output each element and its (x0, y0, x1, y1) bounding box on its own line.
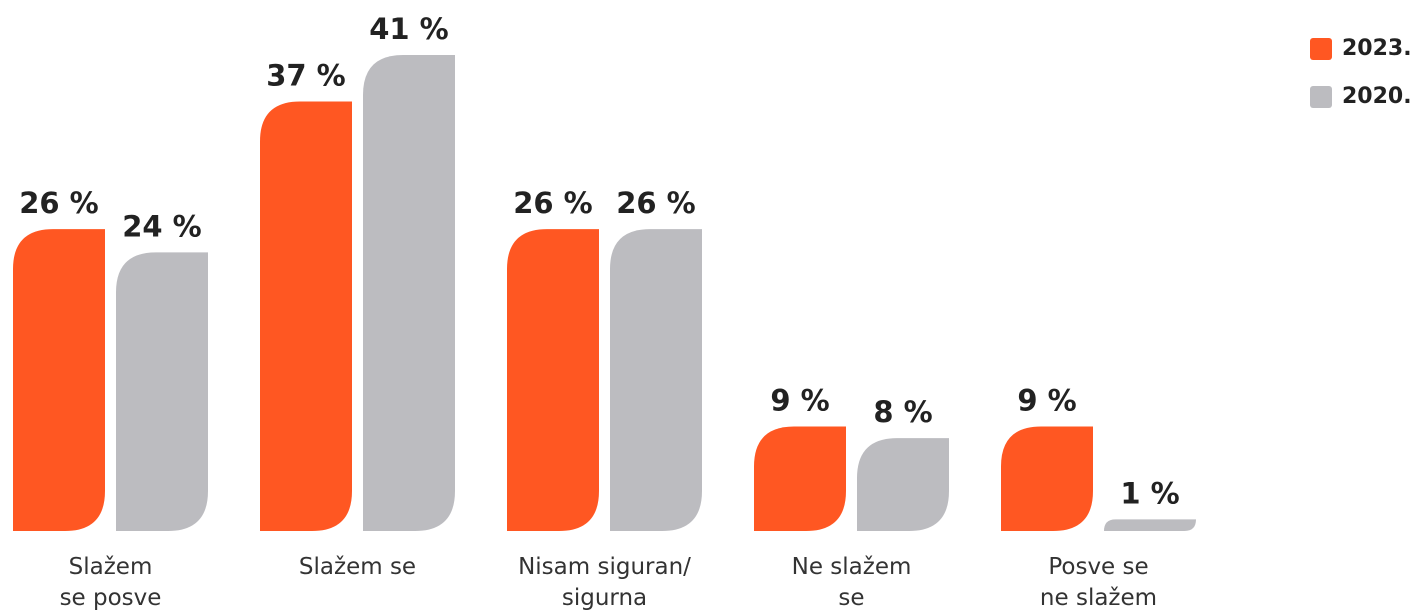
category-label: Slažem se (298, 554, 417, 580)
legend-swatch (1310, 38, 1332, 60)
value-label: 26 % (19, 186, 99, 220)
value-label: 41 % (369, 12, 449, 46)
category-label: Ne slažem se (791, 554, 912, 611)
category-label: Slažem se posve (59, 554, 162, 611)
value-label: 26 % (616, 186, 696, 220)
bar (116, 252, 208, 532)
legend-label: 2020. (1342, 84, 1412, 109)
value-label: 9 % (1017, 384, 1076, 418)
value-label: 24 % (122, 209, 202, 243)
value-label: 37 % (266, 58, 346, 92)
bar (857, 438, 949, 531)
category-label: Nisam siguran/ sigurna (518, 554, 691, 611)
legend-swatch (1310, 86, 1332, 108)
bar (260, 101, 352, 531)
value-label: 8 % (873, 395, 932, 429)
value-label: 26 % (513, 186, 593, 220)
bar (507, 229, 599, 531)
bar (754, 426, 846, 531)
bar (1104, 519, 1196, 531)
bar (13, 229, 105, 531)
bar (363, 55, 455, 531)
bar (1001, 426, 1093, 531)
category-label: Posve se ne slažem (1039, 554, 1158, 611)
value-label: 1 % (1120, 476, 1179, 510)
value-label: 9 % (770, 384, 829, 418)
bar (610, 229, 702, 531)
legend-label: 2023. (1342, 36, 1412, 61)
